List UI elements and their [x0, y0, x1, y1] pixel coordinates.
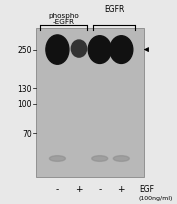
- Text: 250: 250: [17, 46, 32, 55]
- Text: -: -: [98, 184, 101, 193]
- Ellipse shape: [110, 37, 133, 64]
- Text: +: +: [75, 184, 83, 193]
- Text: (100ng/ml): (100ng/ml): [139, 195, 173, 200]
- Text: EGF: EGF: [139, 184, 154, 193]
- Bar: [36, 29, 144, 177]
- Ellipse shape: [92, 156, 108, 162]
- Ellipse shape: [88, 37, 111, 64]
- Text: 100: 100: [17, 100, 32, 109]
- Text: 70: 70: [22, 129, 32, 138]
- Ellipse shape: [49, 156, 65, 162]
- Text: 130: 130: [17, 84, 32, 93]
- Text: EGFR: EGFR: [104, 5, 124, 14]
- Ellipse shape: [113, 156, 129, 162]
- Ellipse shape: [46, 36, 69, 65]
- Ellipse shape: [71, 41, 87, 58]
- Text: +: +: [118, 184, 125, 193]
- Text: -: -: [56, 184, 59, 193]
- Text: phospho
-EGFR: phospho -EGFR: [48, 13, 79, 25]
